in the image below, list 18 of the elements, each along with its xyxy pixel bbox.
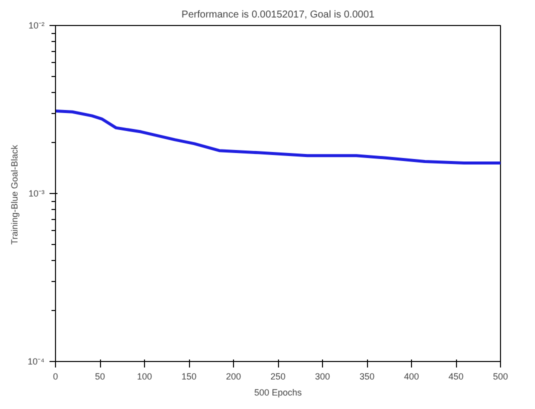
x-tick-label: 450 xyxy=(448,372,464,382)
x-axis-title: 500 Epochs xyxy=(254,388,302,398)
chart-title: Performance is 0.00152017, Goal is 0.0001 xyxy=(182,10,375,20)
y-tick-label: 10⁻³ xyxy=(28,188,45,198)
x-tick-label: 200 xyxy=(226,372,242,382)
y-axis-title: Training-Blue Goal-Black xyxy=(10,144,20,245)
x-tick-label: 500 xyxy=(492,372,508,382)
x-tick-label: 250 xyxy=(270,372,286,382)
line-series xyxy=(56,109,500,164)
x-tick-label: 400 xyxy=(404,372,420,382)
x-tick-label: 100 xyxy=(136,372,152,382)
y-tick-label: 10⁻² xyxy=(28,20,45,30)
x-tick-label: 350 xyxy=(359,372,375,382)
x-tick-label: 50 xyxy=(94,372,106,382)
x-tick-label: 0 xyxy=(52,372,58,382)
x-tick-label: 150 xyxy=(181,372,197,382)
y-tick-label: 10⁻⁴ xyxy=(28,356,45,366)
x-tick-label: 300 xyxy=(314,372,330,382)
